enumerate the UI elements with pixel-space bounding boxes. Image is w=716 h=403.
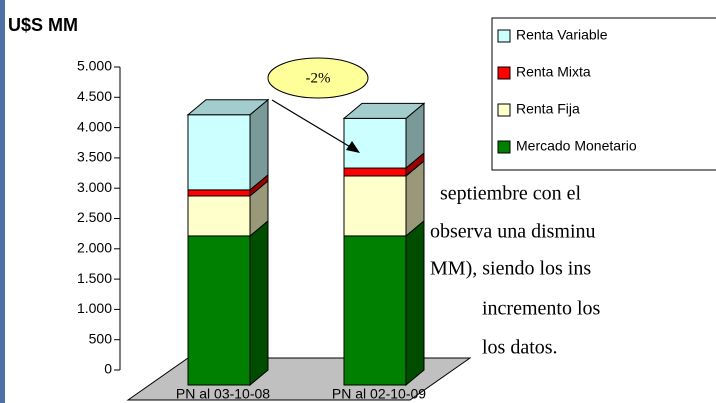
y-tick-label: 1.500 <box>77 270 112 286</box>
y-tick-label: 4.000 <box>77 118 112 134</box>
x-tick-label: PN al 02-10-09 <box>332 386 426 402</box>
bar-segment <box>343 117 407 169</box>
legend-swatch <box>497 66 511 80</box>
y-tick-label: 2.000 <box>77 240 112 256</box>
bar-top <box>186 99 270 116</box>
bar-side-shade <box>406 160 424 236</box>
bar-side-shade <box>250 99 268 190</box>
bar-segment <box>343 175 407 237</box>
bar-top-shade <box>188 99 268 115</box>
body-text: observa una disminu <box>430 221 596 243</box>
body-text: incremento los <box>482 298 601 320</box>
x-tick-label: PN al 03-10-08 <box>176 386 270 402</box>
body-text: los datos. <box>482 337 558 359</box>
bar-segment <box>187 235 251 386</box>
legend-swatch <box>497 140 511 154</box>
bar-segment <box>187 195 251 237</box>
bar-top <box>342 102 426 119</box>
y-tick-label: 500 <box>89 330 113 346</box>
bar-side-shade <box>406 220 424 385</box>
bar-side-shade <box>250 220 268 385</box>
legend-label: Mercado Monetario <box>516 138 637 154</box>
left-strip <box>0 0 5 403</box>
bar-side-shade <box>250 174 268 196</box>
y-tick-label: 3.000 <box>77 179 112 195</box>
legend-swatch <box>497 103 511 117</box>
legend <box>491 17 716 171</box>
arrow-head <box>346 141 360 153</box>
bar-side-shade <box>406 153 424 176</box>
legend-label: Renta Variable <box>516 27 608 43</box>
y-tick-label: 4.500 <box>77 88 112 104</box>
bar-segment <box>343 235 407 386</box>
y-tick-label: 5.000 <box>77 58 112 74</box>
legend-label: Renta Mixta <box>516 64 591 80</box>
legend-label: Renta Fija <box>516 101 580 117</box>
bar-segment <box>187 189 251 197</box>
arrow <box>271 99 353 149</box>
annotation-bubble <box>267 57 369 99</box>
body-text: septiembre con el <box>440 183 581 205</box>
bar-top-shade <box>344 103 424 119</box>
y-tick-label: 1.000 <box>77 300 112 316</box>
bar-segment <box>343 167 407 177</box>
y-tick-label: 0 <box>104 361 112 377</box>
chart-title: U$S MM <box>8 15 78 35</box>
bar-segment <box>187 114 251 191</box>
legend-swatch <box>497 29 511 43</box>
body-text: MM), siendo los ins <box>430 258 591 280</box>
y-tick-label: 2.500 <box>77 209 112 225</box>
annotation: -2% <box>306 70 331 86</box>
bar-side-shade <box>250 180 268 236</box>
bar-side-shade <box>406 103 424 169</box>
y-tick-label: 3.500 <box>77 149 112 165</box>
